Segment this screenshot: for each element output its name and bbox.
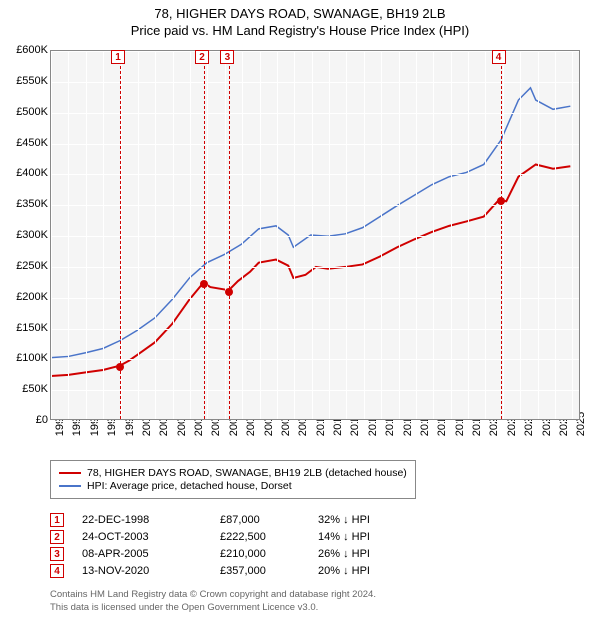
- gridline-v: [451, 51, 452, 419]
- gridline-v: [329, 51, 330, 419]
- gridline-v: [433, 51, 434, 419]
- chart-container: 78, HIGHER DAYS ROAD, SWANAGE, BH19 2LB …: [0, 0, 600, 620]
- gridline-v: [364, 51, 365, 419]
- gridline-v: [572, 51, 573, 419]
- sale-marker-line: [204, 51, 205, 419]
- gridline-v: [103, 51, 104, 419]
- y-tick-label: £450K: [16, 137, 48, 149]
- legend-label-property: 78, HIGHER DAYS ROAD, SWANAGE, BH19 2LB …: [87, 467, 407, 479]
- title-block: 78, HIGHER DAYS ROAD, SWANAGE, BH19 2LB …: [0, 0, 600, 38]
- gridline-h: [51, 421, 579, 422]
- gridline-v: [86, 51, 87, 419]
- gridline-v: [68, 51, 69, 419]
- y-tick-label: £150K: [16, 322, 48, 334]
- y-tick-label: £50K: [22, 383, 48, 395]
- sale-event-row: 3 08-APR-2005 £210,000 26% ↓ HPI: [50, 547, 408, 561]
- legend: 78, HIGHER DAYS ROAD, SWANAGE, BH19 2LB …: [50, 460, 416, 499]
- sale-marker-dot: [225, 288, 233, 296]
- y-tick-label: £0: [36, 414, 48, 426]
- sale-event-badge: 4: [50, 564, 64, 578]
- sale-event-badge: 3: [50, 547, 64, 561]
- sale-marker-dot: [116, 363, 124, 371]
- sale-event-delta: 32% ↓ HPI: [318, 514, 408, 526]
- gridline-v: [242, 51, 243, 419]
- chart-title-address: 78, HIGHER DAYS ROAD, SWANAGE, BH19 2LB: [0, 6, 600, 21]
- sale-event-date: 08-APR-2005: [82, 548, 202, 560]
- sale-marker-line: [229, 51, 230, 419]
- sale-event-price: £87,000: [220, 514, 300, 526]
- gridline-v: [555, 51, 556, 419]
- sale-event-price: £357,000: [220, 565, 300, 577]
- sale-marker-badge: 3: [220, 50, 234, 64]
- sale-marker-badge: 2: [195, 50, 209, 64]
- sale-event-date: 13-NOV-2020: [82, 565, 202, 577]
- legend-swatch-property: [59, 472, 81, 474]
- sale-event-delta: 26% ↓ HPI: [318, 548, 408, 560]
- gridline-v: [225, 51, 226, 419]
- legend-item-hpi: HPI: Average price, detached house, Dors…: [59, 480, 407, 492]
- gridline-v: [190, 51, 191, 419]
- legend-item-property: 78, HIGHER DAYS ROAD, SWANAGE, BH19 2LB …: [59, 467, 407, 479]
- gridline-v: [538, 51, 539, 419]
- gridline-v: [138, 51, 139, 419]
- sale-event-price: £222,500: [220, 531, 300, 543]
- sale-event-row: 2 24-OCT-2003 £222,500 14% ↓ HPI: [50, 530, 408, 544]
- gridline-v: [260, 51, 261, 419]
- gridline-v: [520, 51, 521, 419]
- sale-marker-line: [501, 51, 502, 419]
- sale-event-badge: 2: [50, 530, 64, 544]
- gridline-v: [416, 51, 417, 419]
- y-tick-label: £200K: [16, 291, 48, 303]
- footer-attribution: Contains HM Land Registry data © Crown c…: [50, 589, 376, 614]
- gridline-v: [468, 51, 469, 419]
- footer-line2: This data is licensed under the Open Gov…: [50, 602, 376, 614]
- legend-label-hpi: HPI: Average price, detached house, Dors…: [87, 480, 292, 492]
- sale-event-row: 1 22-DEC-1998 £87,000 32% ↓ HPI: [50, 513, 408, 527]
- gridline-v: [51, 51, 52, 419]
- y-tick-label: £300K: [16, 229, 48, 241]
- sale-event-price: £210,000: [220, 548, 300, 560]
- sale-event-delta: 14% ↓ HPI: [318, 531, 408, 543]
- sale-event-row: 4 13-NOV-2020 £357,000 20% ↓ HPI: [50, 564, 408, 578]
- gridline-v: [207, 51, 208, 419]
- gridline-v: [312, 51, 313, 419]
- sale-marker-dot: [497, 197, 505, 205]
- y-tick-label: £100K: [16, 352, 48, 364]
- y-tick-label: £550K: [16, 75, 48, 87]
- plot-area: [50, 50, 580, 420]
- sale-event-date: 22-DEC-1998: [82, 514, 202, 526]
- gridline-v: [346, 51, 347, 419]
- sales-events-table: 1 22-DEC-1998 £87,000 32% ↓ HPI 2 24-OCT-2003…: [50, 510, 408, 581]
- y-tick-label: £250K: [16, 260, 48, 272]
- sale-event-delta: 20% ↓ HPI: [318, 565, 408, 577]
- y-tick-label: £600K: [16, 44, 48, 56]
- gridline-v: [155, 51, 156, 419]
- gridline-v: [503, 51, 504, 419]
- sale-marker-badge: 4: [492, 50, 506, 64]
- gridline-v: [277, 51, 278, 419]
- gridline-v: [485, 51, 486, 419]
- sale-event-badge: 1: [50, 513, 64, 527]
- gridline-v: [173, 51, 174, 419]
- footer-line1: Contains HM Land Registry data © Crown c…: [50, 589, 376, 601]
- legend-swatch-hpi: [59, 485, 81, 487]
- y-tick-label: £400K: [16, 167, 48, 179]
- chart-title-subtitle: Price paid vs. HM Land Registry's House …: [0, 23, 600, 38]
- gridline-v: [294, 51, 295, 419]
- y-tick-label: £500K: [16, 106, 48, 118]
- sale-marker-badge: 1: [111, 50, 125, 64]
- sale-event-date: 24-OCT-2003: [82, 531, 202, 543]
- y-tick-label: £350K: [16, 198, 48, 210]
- sale-marker-dot: [200, 280, 208, 288]
- gridline-v: [399, 51, 400, 419]
- gridline-v: [381, 51, 382, 419]
